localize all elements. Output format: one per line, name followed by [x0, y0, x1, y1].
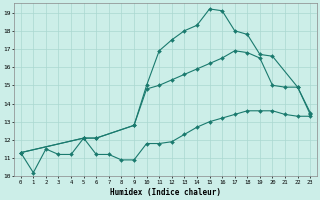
X-axis label: Humidex (Indice chaleur): Humidex (Indice chaleur)	[110, 188, 221, 197]
